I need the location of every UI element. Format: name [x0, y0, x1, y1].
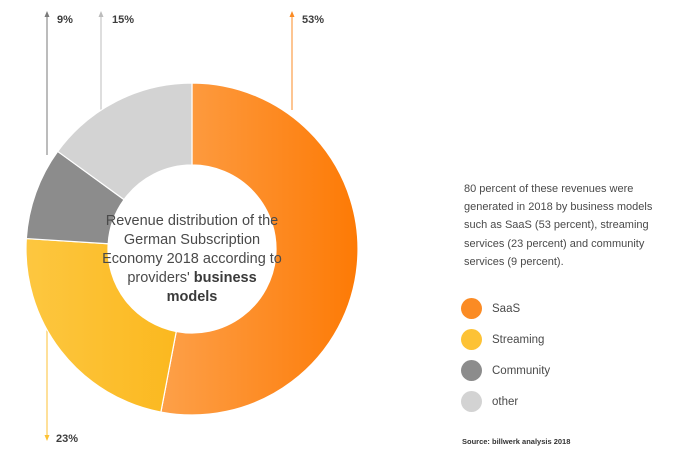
leader-arrow-community	[44, 11, 50, 17]
slice-streaming	[25, 237, 177, 413]
legend: SaaS Streaming Community other	[461, 298, 550, 422]
legend-item-other: other	[461, 391, 550, 412]
legend-item-saas: SaaS	[461, 298, 550, 319]
leader-arrow-saas	[289, 11, 295, 17]
legend-item-streaming: Streaming	[461, 329, 550, 350]
leader-arrow-other	[98, 11, 104, 17]
legend-label-other: other	[492, 395, 519, 408]
slice-saas	[160, 82, 359, 416]
legend-swatch-streaming	[461, 329, 482, 350]
legend-swatch-community	[461, 360, 482, 381]
legend-label-saas: SaaS	[492, 302, 521, 315]
label-streaming-pct: 23%	[56, 433, 79, 445]
legend-item-community: Community	[461, 360, 550, 381]
chart-title: Revenue distribution of the German Subsc…	[100, 212, 284, 307]
label-saas-pct: 53%	[302, 14, 325, 26]
legend-swatch-saas	[461, 298, 482, 319]
legend-label-community: Community	[492, 364, 551, 377]
slice-other	[56, 82, 193, 201]
chart-title-bold: business models	[166, 270, 257, 305]
description-text: 80 percent of these revenues were genera…	[464, 183, 653, 268]
label-community-pct: 9%	[57, 14, 73, 26]
source-note: Source: billwerk analysis 2018	[462, 437, 571, 446]
label-other-pct: 15%	[112, 14, 135, 26]
legend-label-streaming: Streaming	[492, 333, 545, 346]
legend-swatch-other	[461, 391, 482, 412]
leader-arrow-streaming	[44, 435, 50, 441]
chart-title-plain: Revenue distribution of the German Subsc…	[102, 213, 282, 286]
